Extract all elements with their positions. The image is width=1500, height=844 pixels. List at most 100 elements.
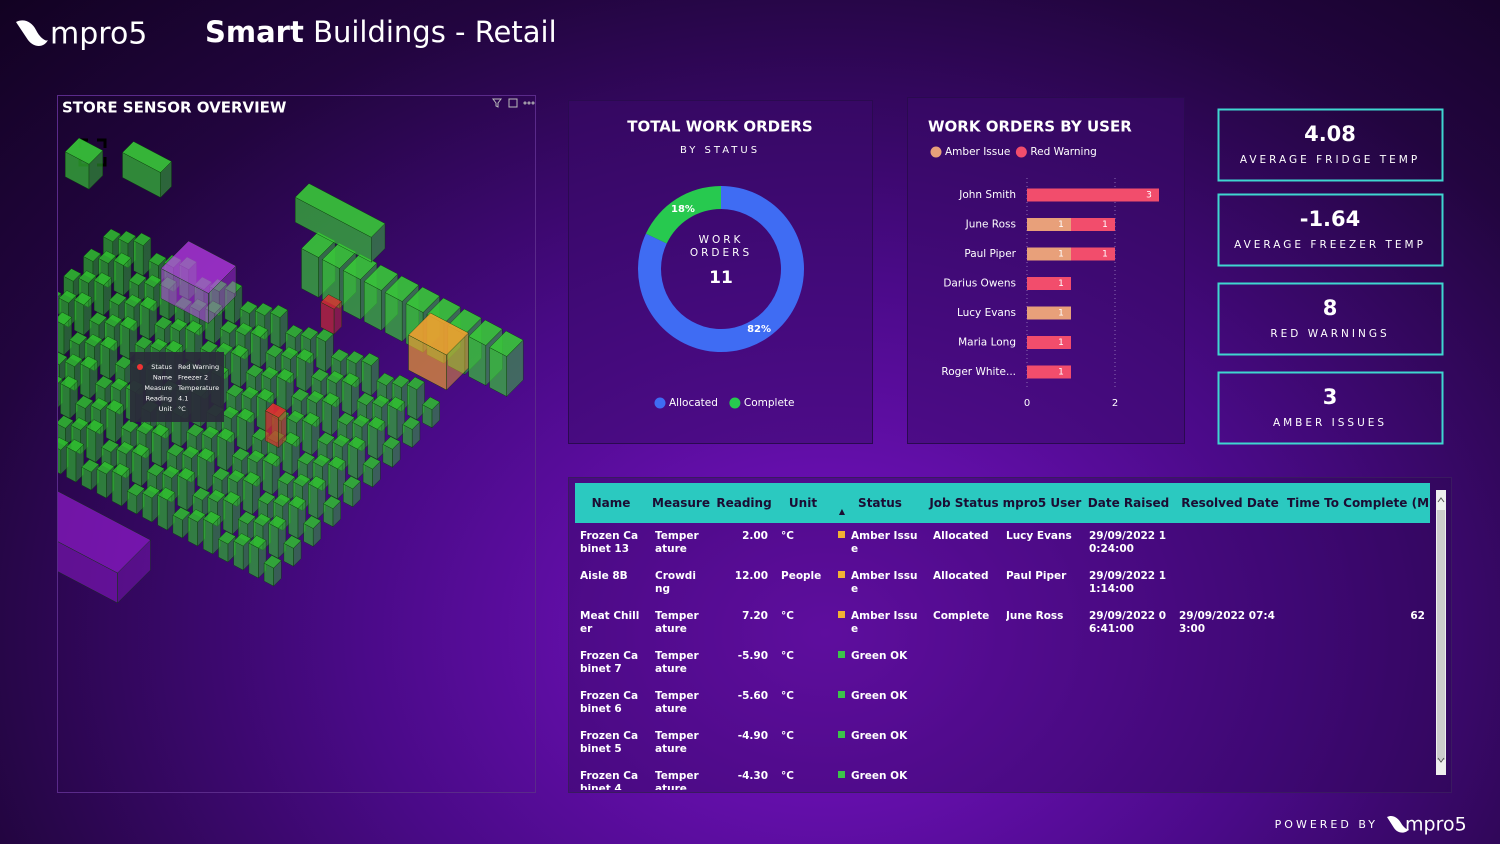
box-face <box>382 436 401 450</box>
box-face <box>15 360 25 395</box>
box-face <box>236 415 247 452</box>
box-face <box>262 451 281 465</box>
box-face <box>133 240 144 277</box>
legend-marker <box>1015 146 1027 158</box>
table-cell: Crowding <box>655 570 696 595</box>
box-face <box>361 352 380 366</box>
box-face <box>157 494 168 531</box>
box-face <box>160 240 237 294</box>
box-face <box>315 336 326 373</box>
box-face <box>134 336 153 350</box>
tooltip-dot <box>137 364 143 370</box>
table-cell: °C <box>781 770 794 782</box>
box-face <box>161 465 180 479</box>
box-face <box>6 421 16 450</box>
box-face <box>295 348 314 362</box>
kpi-label: RED WARNINGS <box>1270 328 1389 340</box>
box-face <box>157 487 176 501</box>
box-face <box>120 419 139 433</box>
box-face <box>268 515 287 529</box>
table-cell: °C <box>781 650 794 662</box>
chart-subtitle: BY STATUS <box>680 145 760 156</box>
box-face <box>146 463 165 477</box>
box-face <box>308 483 318 520</box>
table-cell: 62 <box>1410 610 1425 622</box>
box-face <box>489 330 524 357</box>
box-face <box>406 376 425 390</box>
box-face <box>286 410 305 424</box>
box-face <box>265 344 284 358</box>
box-face <box>58 290 77 304</box>
box-face <box>177 474 188 511</box>
box-face <box>341 372 360 386</box>
box-face <box>312 453 331 468</box>
box-face <box>29 335 37 367</box>
y-tick-label: Maria Long <box>958 337 1016 349</box>
box-face <box>222 498 233 535</box>
box-face <box>250 332 261 368</box>
box-face <box>81 459 100 473</box>
table-cell: 29/09/2022 10:24:00 <box>1089 530 1167 555</box>
box-face <box>26 401 36 430</box>
box-face <box>332 434 351 448</box>
box-face <box>242 471 261 485</box>
kpi-card <box>1217 108 1444 182</box>
box-face <box>262 459 273 496</box>
table-cell: Green OK <box>851 770 908 782</box>
box-face <box>24 357 32 395</box>
table-cell: People <box>781 570 822 582</box>
table-cell: 29/09/2022 07:43:00 <box>1179 610 1275 635</box>
box-face <box>133 232 152 246</box>
legend-marker <box>729 397 741 409</box>
panel-icons[interactable] <box>492 98 535 108</box>
box-face <box>230 351 241 388</box>
legend-label: Allocated <box>669 397 718 409</box>
box-face <box>86 426 97 463</box>
table-cell: Temperature <box>655 770 699 790</box>
box-face <box>4 328 21 341</box>
box-face <box>154 316 173 330</box>
column-header: Time To Complete (M) <box>1287 496 1430 510</box>
tooltip-key: Status <box>151 363 172 371</box>
column-header: mpro5 User <box>1002 496 1082 510</box>
status-flag <box>838 771 845 778</box>
box-face <box>371 394 390 408</box>
box-face <box>347 436 366 450</box>
table-cell: Meat Chiller <box>580 610 640 635</box>
scroll-thumb[interactable] <box>1437 510 1445 760</box>
kpi-value: -1.64 <box>1300 207 1361 231</box>
box-face <box>30 372 47 385</box>
box-face <box>207 489 226 503</box>
box-face <box>242 479 253 515</box>
box-face <box>285 324 304 338</box>
table-cell: Temperature <box>655 650 699 675</box>
box-face <box>122 141 172 173</box>
box-face <box>89 312 108 326</box>
bar <box>1027 336 1071 349</box>
box-face <box>35 340 45 375</box>
scroll-arrows[interactable] <box>1437 497 1445 763</box>
box-face <box>58 415 74 429</box>
column-header: Reading <box>716 496 772 510</box>
column-header: Status <box>858 496 902 510</box>
box-face <box>0 416 8 442</box>
box-face <box>408 312 469 356</box>
box-face <box>330 348 349 362</box>
table-cell: Temperature <box>655 610 699 635</box>
donut-slice <box>645 186 721 244</box>
box-face <box>40 377 48 403</box>
status-flag <box>838 691 845 698</box>
table-frame <box>568 477 1452 793</box>
bar-label: 1 <box>1058 220 1064 230</box>
box-face <box>20 338 30 367</box>
table-cell: °C <box>781 690 794 702</box>
box-face <box>407 384 417 421</box>
box-face <box>60 383 71 419</box>
bar-label: 3 <box>1146 191 1152 201</box>
bar-label: 1 <box>1102 250 1108 260</box>
bar-label: 1 <box>1058 338 1064 348</box>
table-cell: Frozen Cabinet 4 <box>580 770 639 790</box>
kpi-label: AVERAGE FREEZER TEMP <box>1234 239 1426 251</box>
bar-card <box>907 97 1185 444</box>
box-face <box>250 324 269 338</box>
